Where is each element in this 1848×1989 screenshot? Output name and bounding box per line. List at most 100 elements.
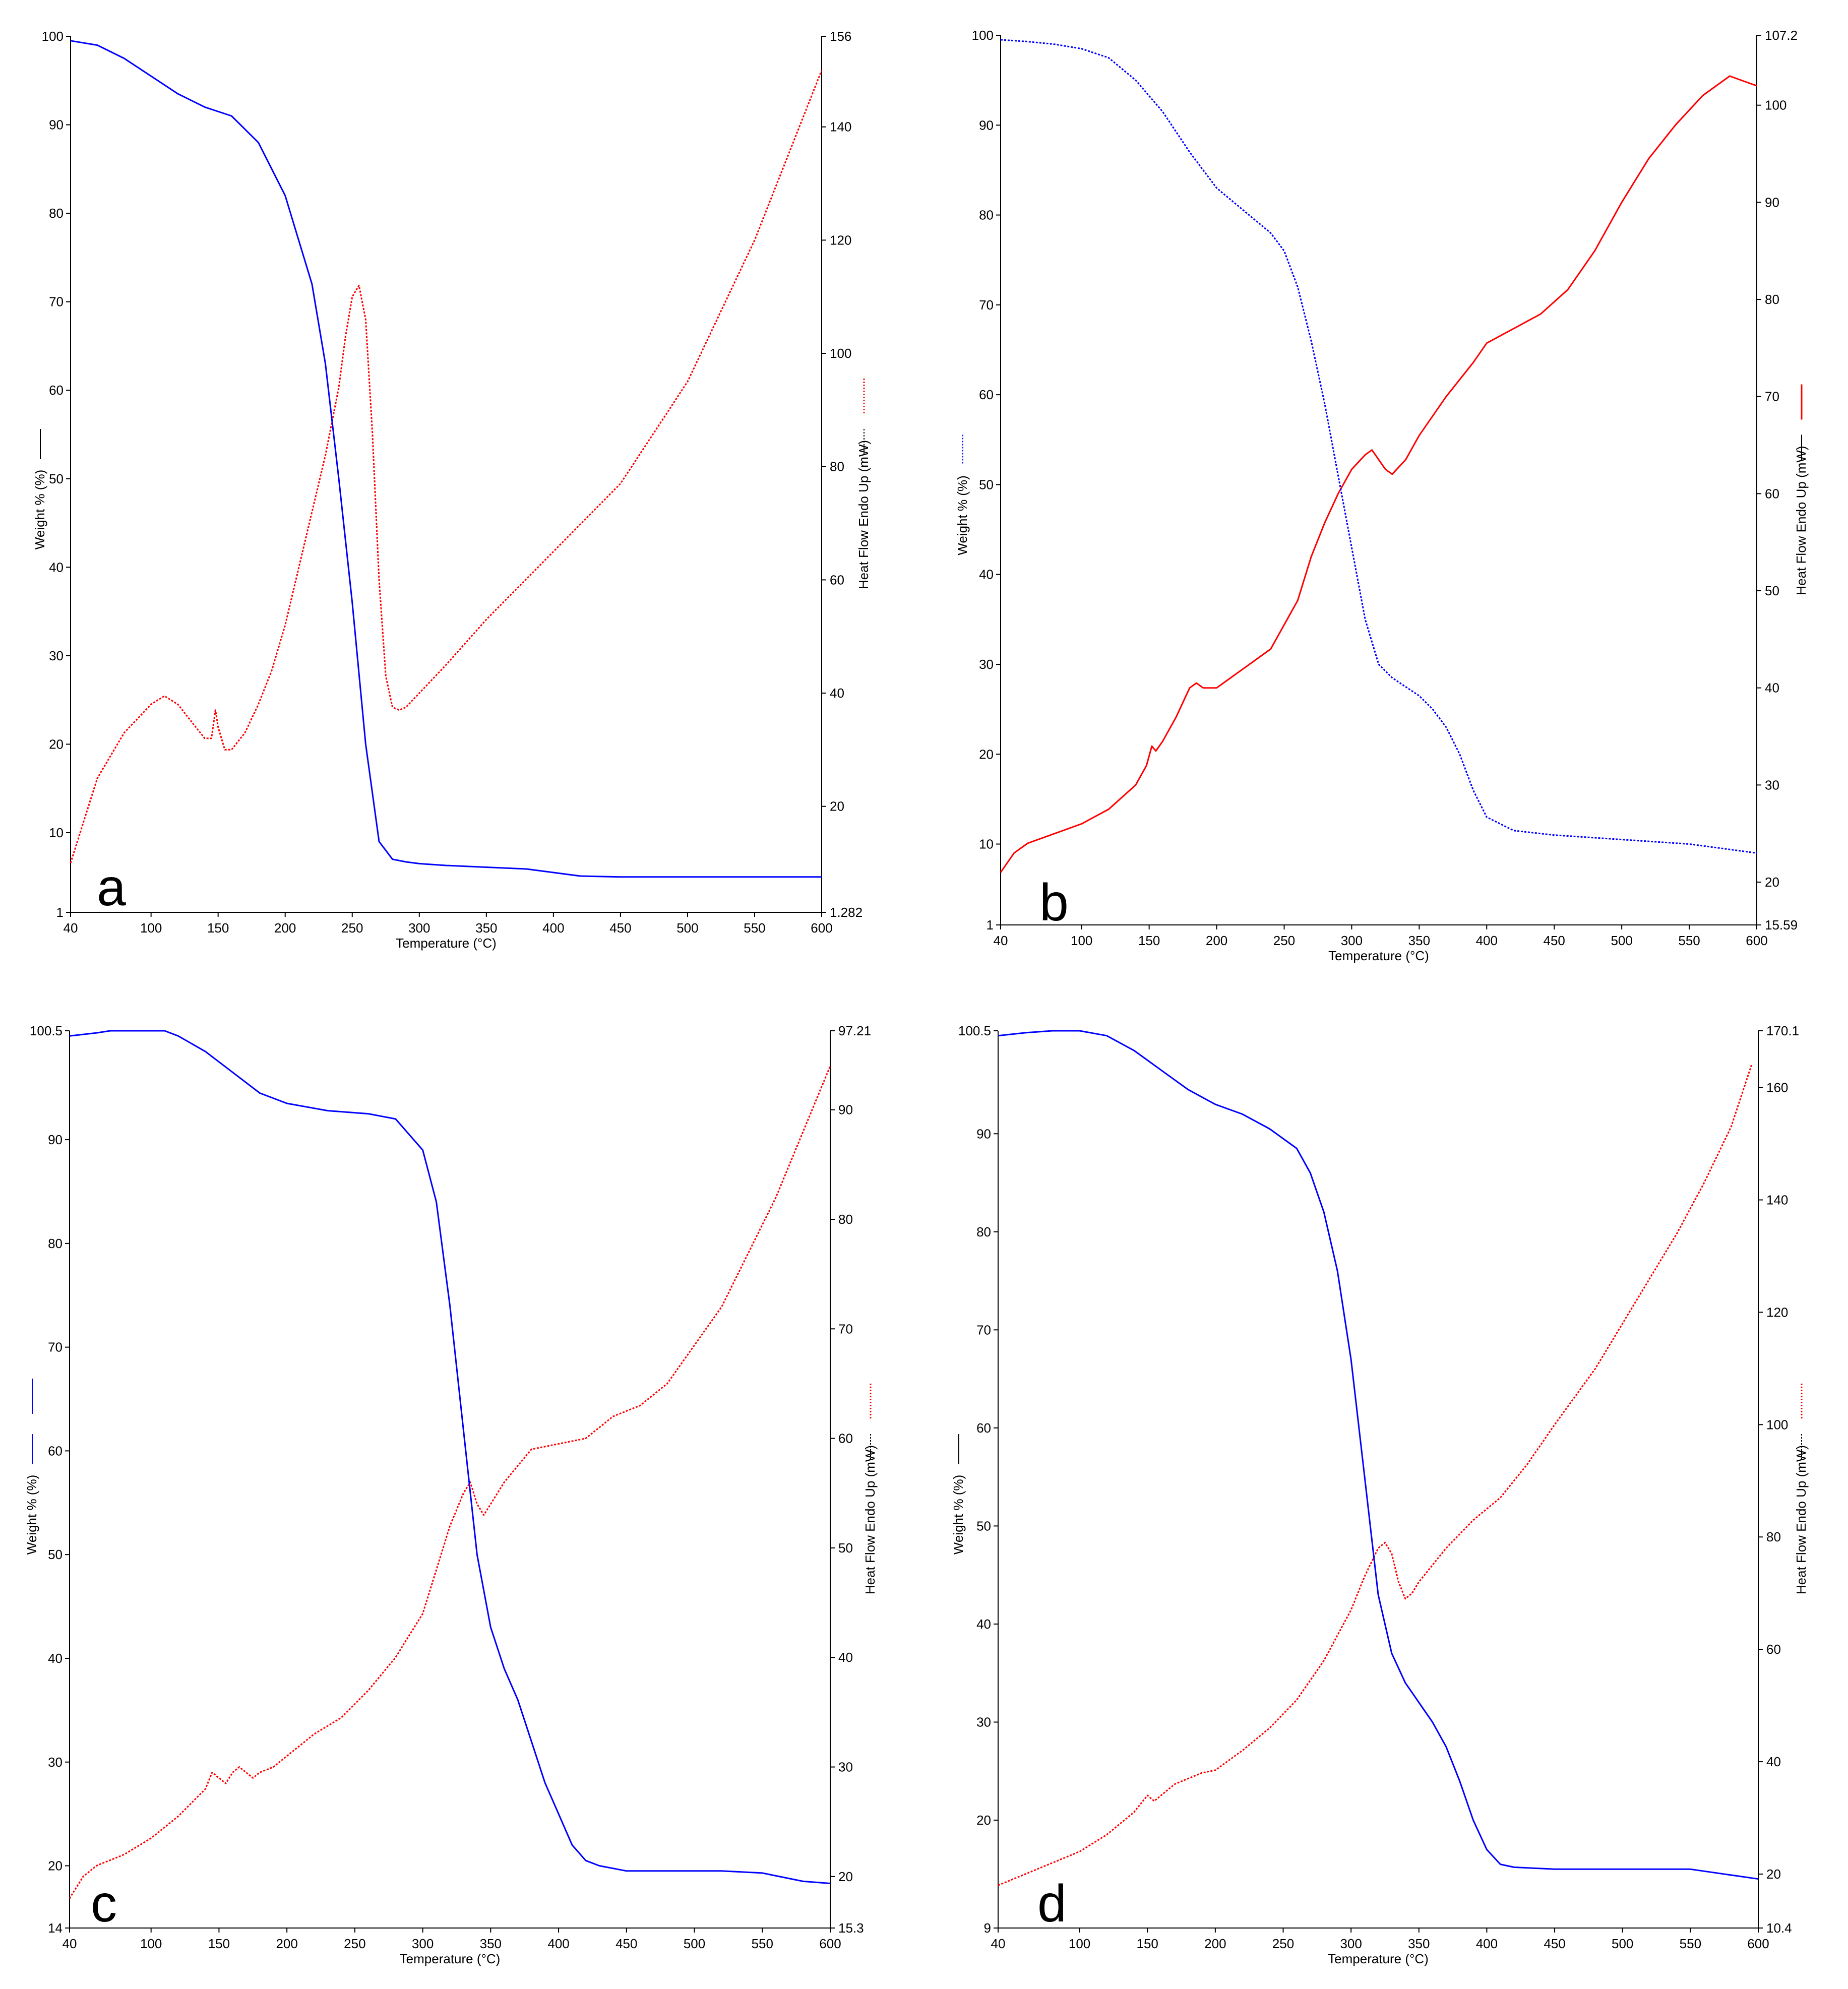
y-left-tick-label: 50 [49, 471, 64, 486]
x-tick-label: 400 [1476, 933, 1498, 948]
y-left-tick-label: 1 [56, 905, 64, 920]
y-left-tick-label: 80 [976, 1224, 991, 1239]
y-left-tick-label: 100 [42, 29, 64, 44]
y-right-tick-label: 97.21 [838, 1023, 871, 1038]
x-tick-label: 300 [1340, 1936, 1362, 1951]
heat-flow-series-line [69, 1066, 831, 1899]
x-axis-title: Temperature (°C) [1328, 1951, 1429, 1966]
x-tick-label: 500 [1612, 1936, 1633, 1951]
x-tick-label: 550 [1680, 1936, 1701, 1951]
x-tick-label: 500 [1611, 933, 1632, 948]
y-left-tick-label: 90 [49, 117, 64, 133]
y-left-tick-label: 10 [49, 825, 64, 840]
y-left-tick-label: 60 [49, 383, 64, 398]
y-left-tick-label: 80 [49, 206, 64, 221]
x-tick-label: 250 [344, 1936, 365, 1951]
y-left-tick-label: 20 [49, 736, 64, 752]
x-tick-label: 150 [1138, 933, 1160, 948]
y-left-tick-label: 60 [976, 1420, 991, 1436]
x-tick-label: 250 [341, 920, 363, 936]
panel-letter: a [97, 858, 126, 917]
y-right-tick-label: 140 [830, 119, 851, 135]
y-right-tick-label: 60 [830, 572, 844, 587]
heat-flow-series-line [70, 70, 823, 863]
y-right-tick-label: 20 [1766, 1867, 1781, 1882]
x-tick-label: 400 [542, 920, 564, 936]
y-left-tick-label: 60 [979, 387, 994, 402]
y-left-tick-label: 20 [976, 1813, 991, 1828]
x-tick-label: 350 [480, 1936, 502, 1951]
y-right-tick-label: 156 [830, 29, 851, 44]
x-axis-title: Temperature (°C) [400, 1951, 501, 1966]
y-left-tick-label: 50 [48, 1547, 63, 1562]
y-right-axis-title: Heat Flow Endo Up (mW) [856, 440, 871, 589]
y-right-tick-label: 160 [1766, 1080, 1788, 1095]
y-left-tick-label: 100.5 [30, 1023, 63, 1038]
y-right-tick-label: 20 [830, 799, 844, 814]
x-tick-label: 500 [684, 1936, 705, 1951]
y-right-tick-label: 50 [838, 1540, 853, 1556]
chart-panel-b: 40 100 150 200 250 300 350 400 450 500 550 600 1 10 20… [955, 28, 1809, 963]
y-right-axis-title: Heat Flow Endo Up (mW) [1794, 446, 1809, 595]
y-right-tick-label: 40 [838, 1650, 853, 1665]
y-left-axis-title: Weight % (%) [24, 1475, 39, 1555]
heat-flow-series-line [998, 1065, 1752, 1886]
panel-letter: b [1039, 874, 1069, 932]
x-tick-label: 600 [811, 920, 832, 936]
x-tick-label: 350 [475, 920, 497, 936]
x-tick-label: 300 [412, 1936, 434, 1951]
y-right-tick-label: 90 [838, 1102, 853, 1117]
y-right-tick-label: 100 [1766, 1417, 1788, 1432]
x-axis-title: Temperature (°C) [396, 936, 497, 951]
x-tick-label: 350 [1408, 1936, 1430, 1951]
chart-panel-d: 40 100 150 200 250 300 350 400 450 500 550 600 9 20 30… [951, 1023, 1809, 1966]
y-right-tick-label: 80 [1766, 1529, 1781, 1544]
x-tick-label: 150 [207, 920, 229, 936]
y-left-axis-title: Weight % (%) [32, 470, 47, 549]
y-left-tick-label: 40 [979, 567, 994, 582]
y-left-tick-label: 90 [976, 1126, 991, 1141]
x-tick-label: 40 [63, 1936, 77, 1951]
y-left-tick-label: 90 [979, 117, 994, 133]
x-tick-label: 600 [819, 1936, 841, 1951]
y-left-tick-label: 90 [48, 1132, 63, 1147]
x-tick-label: 450 [1544, 1936, 1565, 1951]
y-left-tick-label: 10 [979, 837, 994, 852]
x-tick-label: 100 [1069, 1936, 1090, 1951]
y-left-tick-label: 30 [48, 1755, 63, 1770]
weight-series-line [70, 40, 822, 878]
y-right-tick-label: 60 [1765, 486, 1779, 501]
panel-letter: c [91, 1875, 117, 1933]
x-tick-label: 600 [1746, 933, 1767, 948]
y-right-tick-label: 107.2 [1765, 28, 1798, 43]
y-right-tick-label: 30 [1765, 777, 1779, 792]
y-left-tick-label: 60 [48, 1443, 63, 1458]
x-tick-label: 600 [1747, 1936, 1769, 1951]
y-left-tick-label: 20 [979, 747, 994, 762]
x-tick-label: 250 [1273, 933, 1295, 948]
x-tick-label: 400 [547, 1936, 569, 1951]
y-right-tick-label: 80 [830, 459, 844, 474]
y-right-tick-label: 120 [1766, 1304, 1788, 1320]
y-left-tick-label: 80 [979, 208, 994, 223]
y-left-tick-label: 50 [979, 477, 994, 492]
y-right-tick-label: 10.4 [1766, 1920, 1792, 1936]
y-right-tick-label: 90 [1765, 195, 1779, 210]
y-left-tick-label: 40 [976, 1617, 991, 1632]
y-right-tick-label: 170.1 [1766, 1023, 1799, 1038]
y-left-tick-label: 30 [979, 657, 994, 672]
x-tick-label: 100 [1071, 933, 1092, 948]
y-right-tick-label: 15.59 [1765, 917, 1798, 933]
x-tick-label: 450 [1544, 933, 1565, 948]
y-left-tick-label: 14 [48, 1920, 63, 1936]
y-right-tick-label: 40 [830, 686, 844, 701]
x-tick-label: 250 [1272, 1936, 1294, 1951]
x-tick-label: 500 [676, 920, 698, 936]
y-right-tick-label: 30 [838, 1760, 853, 1775]
weight-series-line [998, 1030, 1759, 1880]
y-right-tick-label: 70 [1765, 389, 1779, 404]
x-tick-label: 450 [609, 920, 631, 936]
x-tick-label: 40 [64, 920, 78, 936]
